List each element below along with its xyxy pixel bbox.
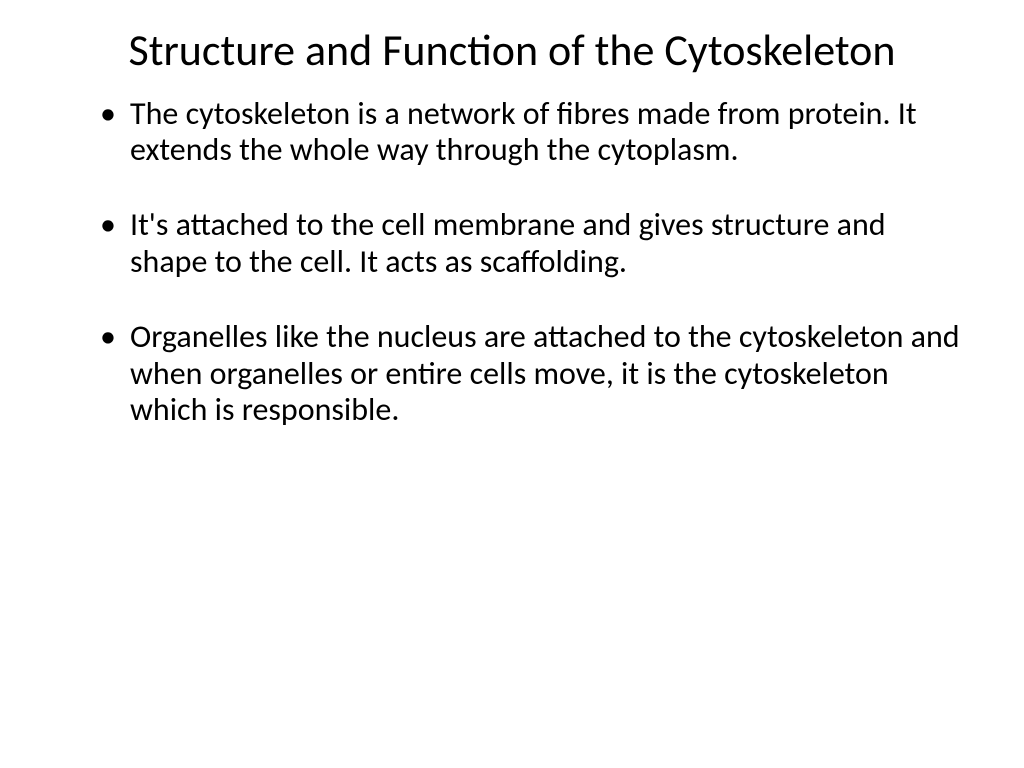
bullet-item: Organelles like the nucleus are attached… xyxy=(100,319,964,429)
bullet-list: The cytoskeleton is a network of fibres … xyxy=(60,96,964,430)
bullet-item: The cytoskeleton is a network of fibres … xyxy=(100,96,964,170)
slide-title: Structure and Function of the Cytoskelet… xyxy=(60,25,964,76)
bullet-item: It's attached to the cell membrane and g… xyxy=(100,207,964,281)
